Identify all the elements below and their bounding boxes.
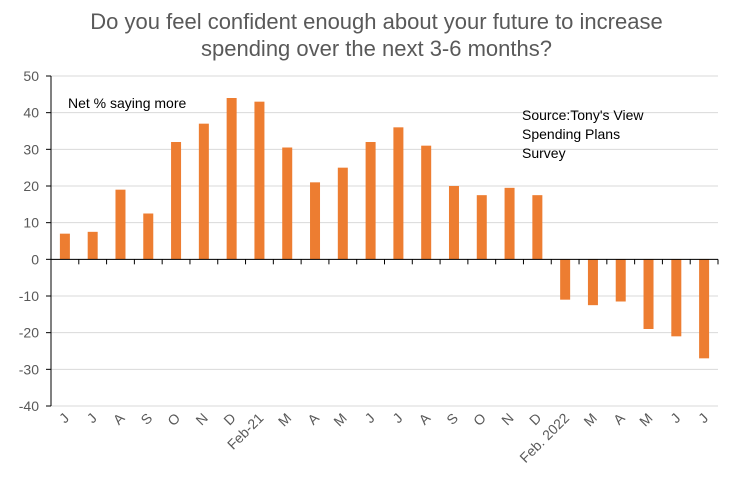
x-tick-label: D <box>526 410 544 428</box>
y-tick-label: 10 <box>23 215 39 231</box>
y-tick-label: -40 <box>19 398 39 414</box>
y-tick-label: 30 <box>23 141 39 157</box>
x-tick-label: A <box>610 409 628 427</box>
bar <box>448 186 459 260</box>
x-tick-label: J <box>389 410 405 426</box>
chart-title: Do you feel confident enough about your … <box>0 8 753 62</box>
x-tick-label: Feb. 2022 <box>516 410 572 466</box>
bars <box>59 98 710 359</box>
bar <box>310 182 321 260</box>
bar <box>560 259 571 300</box>
x-tick-label: M <box>636 410 656 430</box>
bar <box>421 145 432 260</box>
series-label: Net % saying more <box>68 95 187 111</box>
x-tick-label: J <box>56 410 72 426</box>
x-tick-label: N <box>193 410 211 428</box>
x-tick-label: M <box>330 410 350 430</box>
bar <box>143 213 154 260</box>
bar <box>282 147 293 260</box>
bar <box>587 259 598 306</box>
bar <box>115 189 126 260</box>
bar <box>254 101 265 260</box>
bar <box>87 231 98 260</box>
bar <box>365 142 376 260</box>
x-tick-label: S <box>443 410 461 428</box>
x-tick-label: A <box>304 409 322 427</box>
bar <box>476 195 487 260</box>
y-axis-labels: -40 -30 -20 -10 0 10 20 30 40 50 <box>19 68 39 414</box>
y-tick-label: 40 <box>23 105 39 121</box>
chart-title-line-2: spending over the next 3-6 months? <box>200 36 552 61</box>
x-tick-label: A <box>110 409 128 427</box>
x-tick-label: N <box>498 410 516 428</box>
x-tick-label: S <box>137 410 155 428</box>
bar <box>643 259 654 329</box>
x-tick-label: O <box>164 410 183 429</box>
bar <box>59 233 70 260</box>
x-tick-label: J <box>361 410 377 426</box>
bar <box>699 259 710 359</box>
y-tick-label: 50 <box>23 68 39 84</box>
axes <box>46 75 719 407</box>
bar <box>532 195 543 260</box>
chart-title-line-1: Do you feel confident enough about your … <box>90 9 663 34</box>
y-tick-label: 0 <box>31 251 39 267</box>
y-tick-label: -20 <box>19 325 39 341</box>
y-tick-label: -10 <box>19 288 39 304</box>
bar <box>504 187 515 260</box>
x-tick-label: J <box>695 410 711 426</box>
bar <box>198 123 209 260</box>
bar <box>393 127 404 260</box>
bar <box>171 142 182 260</box>
y-tick-label: 20 <box>23 178 39 194</box>
x-tick-label: D <box>220 410 238 428</box>
x-tick-label: A <box>415 409 433 427</box>
source-line-2: Spending Plans <box>522 126 621 142</box>
bar <box>615 259 626 302</box>
y-tick-label: -30 <box>19 361 39 377</box>
source-note: Source:Tony's View Spending Plans Survey <box>522 106 643 163</box>
x-tick-label: M <box>580 410 600 430</box>
source-line-1: Source:Tony's View <box>522 107 644 123</box>
bar <box>671 259 682 337</box>
x-tick-label: O <box>470 410 489 429</box>
bar <box>337 167 348 260</box>
bar <box>226 98 237 260</box>
x-tick-label: M <box>275 410 295 430</box>
source-line-3: Survey <box>522 145 566 161</box>
x-tick-label: J <box>84 410 100 426</box>
x-tick-label: J <box>667 410 683 426</box>
